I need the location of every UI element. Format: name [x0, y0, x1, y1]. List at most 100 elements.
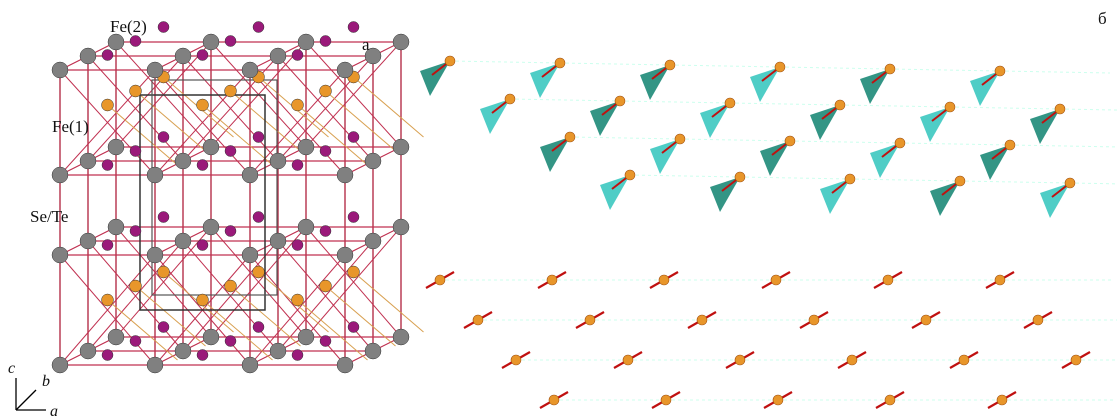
- fe-atom: [785, 136, 795, 146]
- se-te-atom: [365, 153, 381, 169]
- fe2-atom: [130, 226, 141, 237]
- fe2-atom: [102, 350, 113, 361]
- fe-atom: [435, 275, 445, 285]
- se-te-atom: [337, 167, 353, 183]
- lattice-line: [510, 99, 620, 101]
- fe-atom: [1005, 140, 1015, 150]
- atom-label: Se/Te: [30, 207, 68, 226]
- se-te-atom: [175, 48, 191, 64]
- lattice-line: [1060, 109, 1117, 111]
- lattice-line: [1000, 71, 1110, 73]
- spin-cone: [480, 99, 510, 134]
- se-te-atom: [80, 343, 96, 359]
- fe2-atom: [158, 322, 169, 333]
- fe1-atom: [158, 266, 170, 278]
- se-te-atom: [337, 357, 353, 373]
- lattice-line: [730, 103, 840, 105]
- fe-atom: [771, 275, 781, 285]
- fe-atom: [945, 102, 955, 112]
- fe-atom: [845, 174, 855, 184]
- panel-label: б: [1098, 9, 1107, 28]
- lattice-line: [1010, 145, 1117, 147]
- lattice-line: [790, 141, 900, 143]
- se-te-atom: [270, 343, 286, 359]
- fe2-atom: [158, 132, 169, 143]
- fe2-atom: [102, 50, 113, 61]
- se-te-atom: [52, 62, 68, 78]
- fe1-atom: [130, 280, 142, 292]
- se-te-atom: [147, 62, 163, 78]
- fe2-atom: [348, 212, 359, 223]
- se-te-atom: [242, 62, 258, 78]
- fe2-atom: [320, 36, 331, 47]
- axis-arrow: [16, 390, 36, 410]
- se-te-atom: [242, 247, 258, 263]
- lattice-line: [900, 143, 1010, 145]
- se-te-atom: [270, 48, 286, 64]
- spin-cone: [540, 137, 570, 172]
- lattice-line: [450, 61, 560, 63]
- se-te-atom: [298, 34, 314, 50]
- fe-atom: [997, 395, 1007, 405]
- fe1-atom: [320, 85, 332, 97]
- se-te-atom: [147, 167, 163, 183]
- fe-atom: [615, 96, 625, 106]
- fe2-atom: [158, 212, 169, 223]
- se-te-atom: [108, 219, 124, 235]
- se-te-atom: [337, 62, 353, 78]
- fe1-atom: [292, 294, 304, 306]
- lattice-line: [630, 175, 740, 177]
- fe-atom: [473, 315, 483, 325]
- atom-label: Fe(2): [110, 17, 147, 36]
- fe2-atom: [130, 36, 141, 47]
- lattice-line: [1070, 183, 1117, 185]
- fe2-atom: [225, 146, 236, 157]
- fe-atom: [1065, 178, 1075, 188]
- se-te-atom: [147, 247, 163, 263]
- se-te-atom: [80, 48, 96, 64]
- fe-atom: [555, 58, 565, 68]
- fe-atom: [883, 275, 893, 285]
- spin-cone: [860, 69, 890, 104]
- se-te-atom: [52, 357, 68, 373]
- se-te-atom: [365, 233, 381, 249]
- fe1-atom: [320, 280, 332, 292]
- fe-atom: [885, 64, 895, 74]
- fe-atom: [623, 355, 633, 365]
- fe-atom: [661, 395, 671, 405]
- spin-cone: [980, 145, 1010, 180]
- spin-cone: [710, 177, 740, 212]
- fe2-atom: [320, 336, 331, 347]
- spin-cone: [970, 71, 1000, 106]
- se-te-atom: [393, 34, 409, 50]
- figure: Fe(2) Fe(1) Se/Te а б c b a: [0, 0, 1117, 419]
- fe-atom: [885, 395, 895, 405]
- se-te-atom: [298, 219, 314, 235]
- fe1-atom: [130, 85, 142, 97]
- fe2-atom: [102, 160, 113, 171]
- lattice-line: [950, 107, 1060, 109]
- atom-label: Fe(1): [52, 117, 89, 136]
- fe2-atom: [197, 240, 208, 251]
- panel-b-spins: [420, 56, 1117, 408]
- se-te-atom: [298, 329, 314, 345]
- fe2-atom: [348, 22, 359, 33]
- fe-atom: [445, 56, 455, 66]
- fe1-atom: [102, 99, 114, 111]
- se-te-atom: [337, 247, 353, 263]
- fe2-atom: [197, 160, 208, 171]
- se-te-atom: [175, 153, 191, 169]
- fe1-atom: [102, 294, 114, 306]
- lattice-line: [670, 65, 780, 67]
- fe-atom: [773, 395, 783, 405]
- fe-atom: [675, 134, 685, 144]
- fe-atom: [549, 395, 559, 405]
- panel-a-structure: [52, 22, 424, 374]
- fe-atom: [665, 60, 675, 70]
- fe-atom: [697, 315, 707, 325]
- fe-atom: [625, 170, 635, 180]
- fe2-atom: [320, 226, 331, 237]
- lattice-line: [680, 139, 790, 141]
- se-te-atom: [270, 153, 286, 169]
- fe1-atom: [197, 294, 209, 306]
